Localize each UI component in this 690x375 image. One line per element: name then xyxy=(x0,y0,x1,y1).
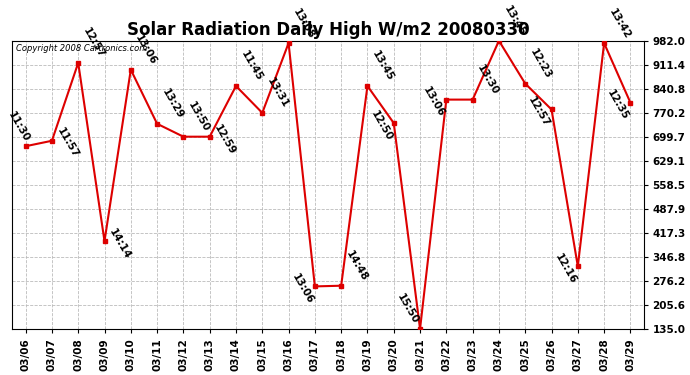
Text: 13:29: 13:29 xyxy=(160,87,185,121)
Text: 12:35: 12:35 xyxy=(605,88,631,122)
Text: 13:30: 13:30 xyxy=(475,63,501,97)
Text: 13:06: 13:06 xyxy=(134,33,159,67)
Text: 11:45: 11:45 xyxy=(239,50,264,83)
Text: 14:48: 14:48 xyxy=(344,249,369,283)
Text: 14:14: 14:14 xyxy=(107,226,132,261)
Text: 13:45: 13:45 xyxy=(502,4,527,38)
Text: Copyright 2008 Cartronics.com: Copyright 2008 Cartronics.com xyxy=(16,44,147,52)
Text: 15:50: 15:50 xyxy=(395,292,420,326)
Text: 12:50: 12:50 xyxy=(368,109,394,142)
Text: 12:23: 12:23 xyxy=(528,47,553,81)
Text: 12:57: 12:57 xyxy=(81,26,106,60)
Text: 11:30: 11:30 xyxy=(6,110,32,144)
Text: 12:57: 12:57 xyxy=(526,95,552,129)
Text: 13:31: 13:31 xyxy=(265,76,290,110)
Text: 11:57: 11:57 xyxy=(55,126,80,160)
Text: 13:50: 13:50 xyxy=(186,100,211,134)
Text: 12:59: 12:59 xyxy=(213,123,237,156)
Text: 13:06: 13:06 xyxy=(422,86,446,119)
Text: 13:45: 13:45 xyxy=(371,50,395,83)
Text: 12:16: 12:16 xyxy=(553,252,578,286)
Text: 13:06: 13:06 xyxy=(290,272,315,306)
Title: Solar Radiation Daily High W/m2 20080330: Solar Radiation Daily High W/m2 20080330 xyxy=(127,21,529,39)
Text: 13:42: 13:42 xyxy=(607,6,632,40)
Text: 13:08: 13:08 xyxy=(291,7,317,40)
